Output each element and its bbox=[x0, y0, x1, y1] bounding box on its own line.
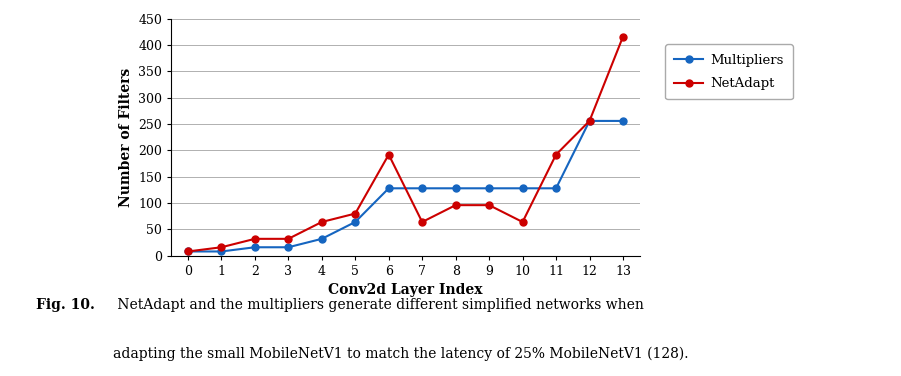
Multipliers bbox=[517, 186, 528, 191]
Multipliers bbox=[450, 186, 461, 191]
Line: Multipliers: Multipliers bbox=[185, 117, 626, 255]
Multipliers bbox=[250, 245, 260, 250]
NetAdapt bbox=[417, 220, 428, 224]
Text: Fig. 10.: Fig. 10. bbox=[36, 298, 95, 312]
Multipliers bbox=[316, 237, 327, 241]
NetAdapt bbox=[383, 152, 394, 157]
Multipliers bbox=[183, 249, 194, 254]
Text: adapting the small MobileNetV1 to match the latency of 25% MobileNetV1 (128).: adapting the small MobileNetV1 to match … bbox=[113, 347, 688, 361]
Multipliers bbox=[617, 119, 628, 123]
Multipliers bbox=[551, 186, 561, 191]
Multipliers bbox=[584, 119, 595, 123]
Multipliers bbox=[484, 186, 495, 191]
NetAdapt bbox=[450, 203, 461, 208]
NetAdapt bbox=[316, 220, 327, 224]
NetAdapt bbox=[584, 119, 595, 123]
Multipliers bbox=[350, 220, 360, 224]
NetAdapt bbox=[283, 237, 294, 241]
NetAdapt bbox=[250, 237, 260, 241]
Multipliers bbox=[417, 186, 428, 191]
Multipliers bbox=[283, 245, 294, 250]
Multipliers bbox=[216, 249, 227, 254]
NetAdapt bbox=[517, 220, 528, 224]
NetAdapt bbox=[551, 152, 561, 157]
NetAdapt bbox=[350, 211, 360, 216]
Text: NetAdapt and the multipliers generate different simplified networks when: NetAdapt and the multipliers generate di… bbox=[113, 298, 643, 312]
NetAdapt bbox=[484, 203, 495, 208]
Multipliers bbox=[383, 186, 394, 191]
NetAdapt bbox=[216, 245, 227, 250]
Y-axis label: Number of Filters: Number of Filters bbox=[119, 68, 132, 207]
Legend: Multipliers, NetAdapt: Multipliers, NetAdapt bbox=[665, 44, 793, 99]
NetAdapt bbox=[617, 35, 628, 39]
NetAdapt bbox=[183, 249, 194, 254]
Line: NetAdapt: NetAdapt bbox=[185, 33, 626, 255]
X-axis label: Conv2d Layer Index: Conv2d Layer Index bbox=[328, 283, 483, 297]
